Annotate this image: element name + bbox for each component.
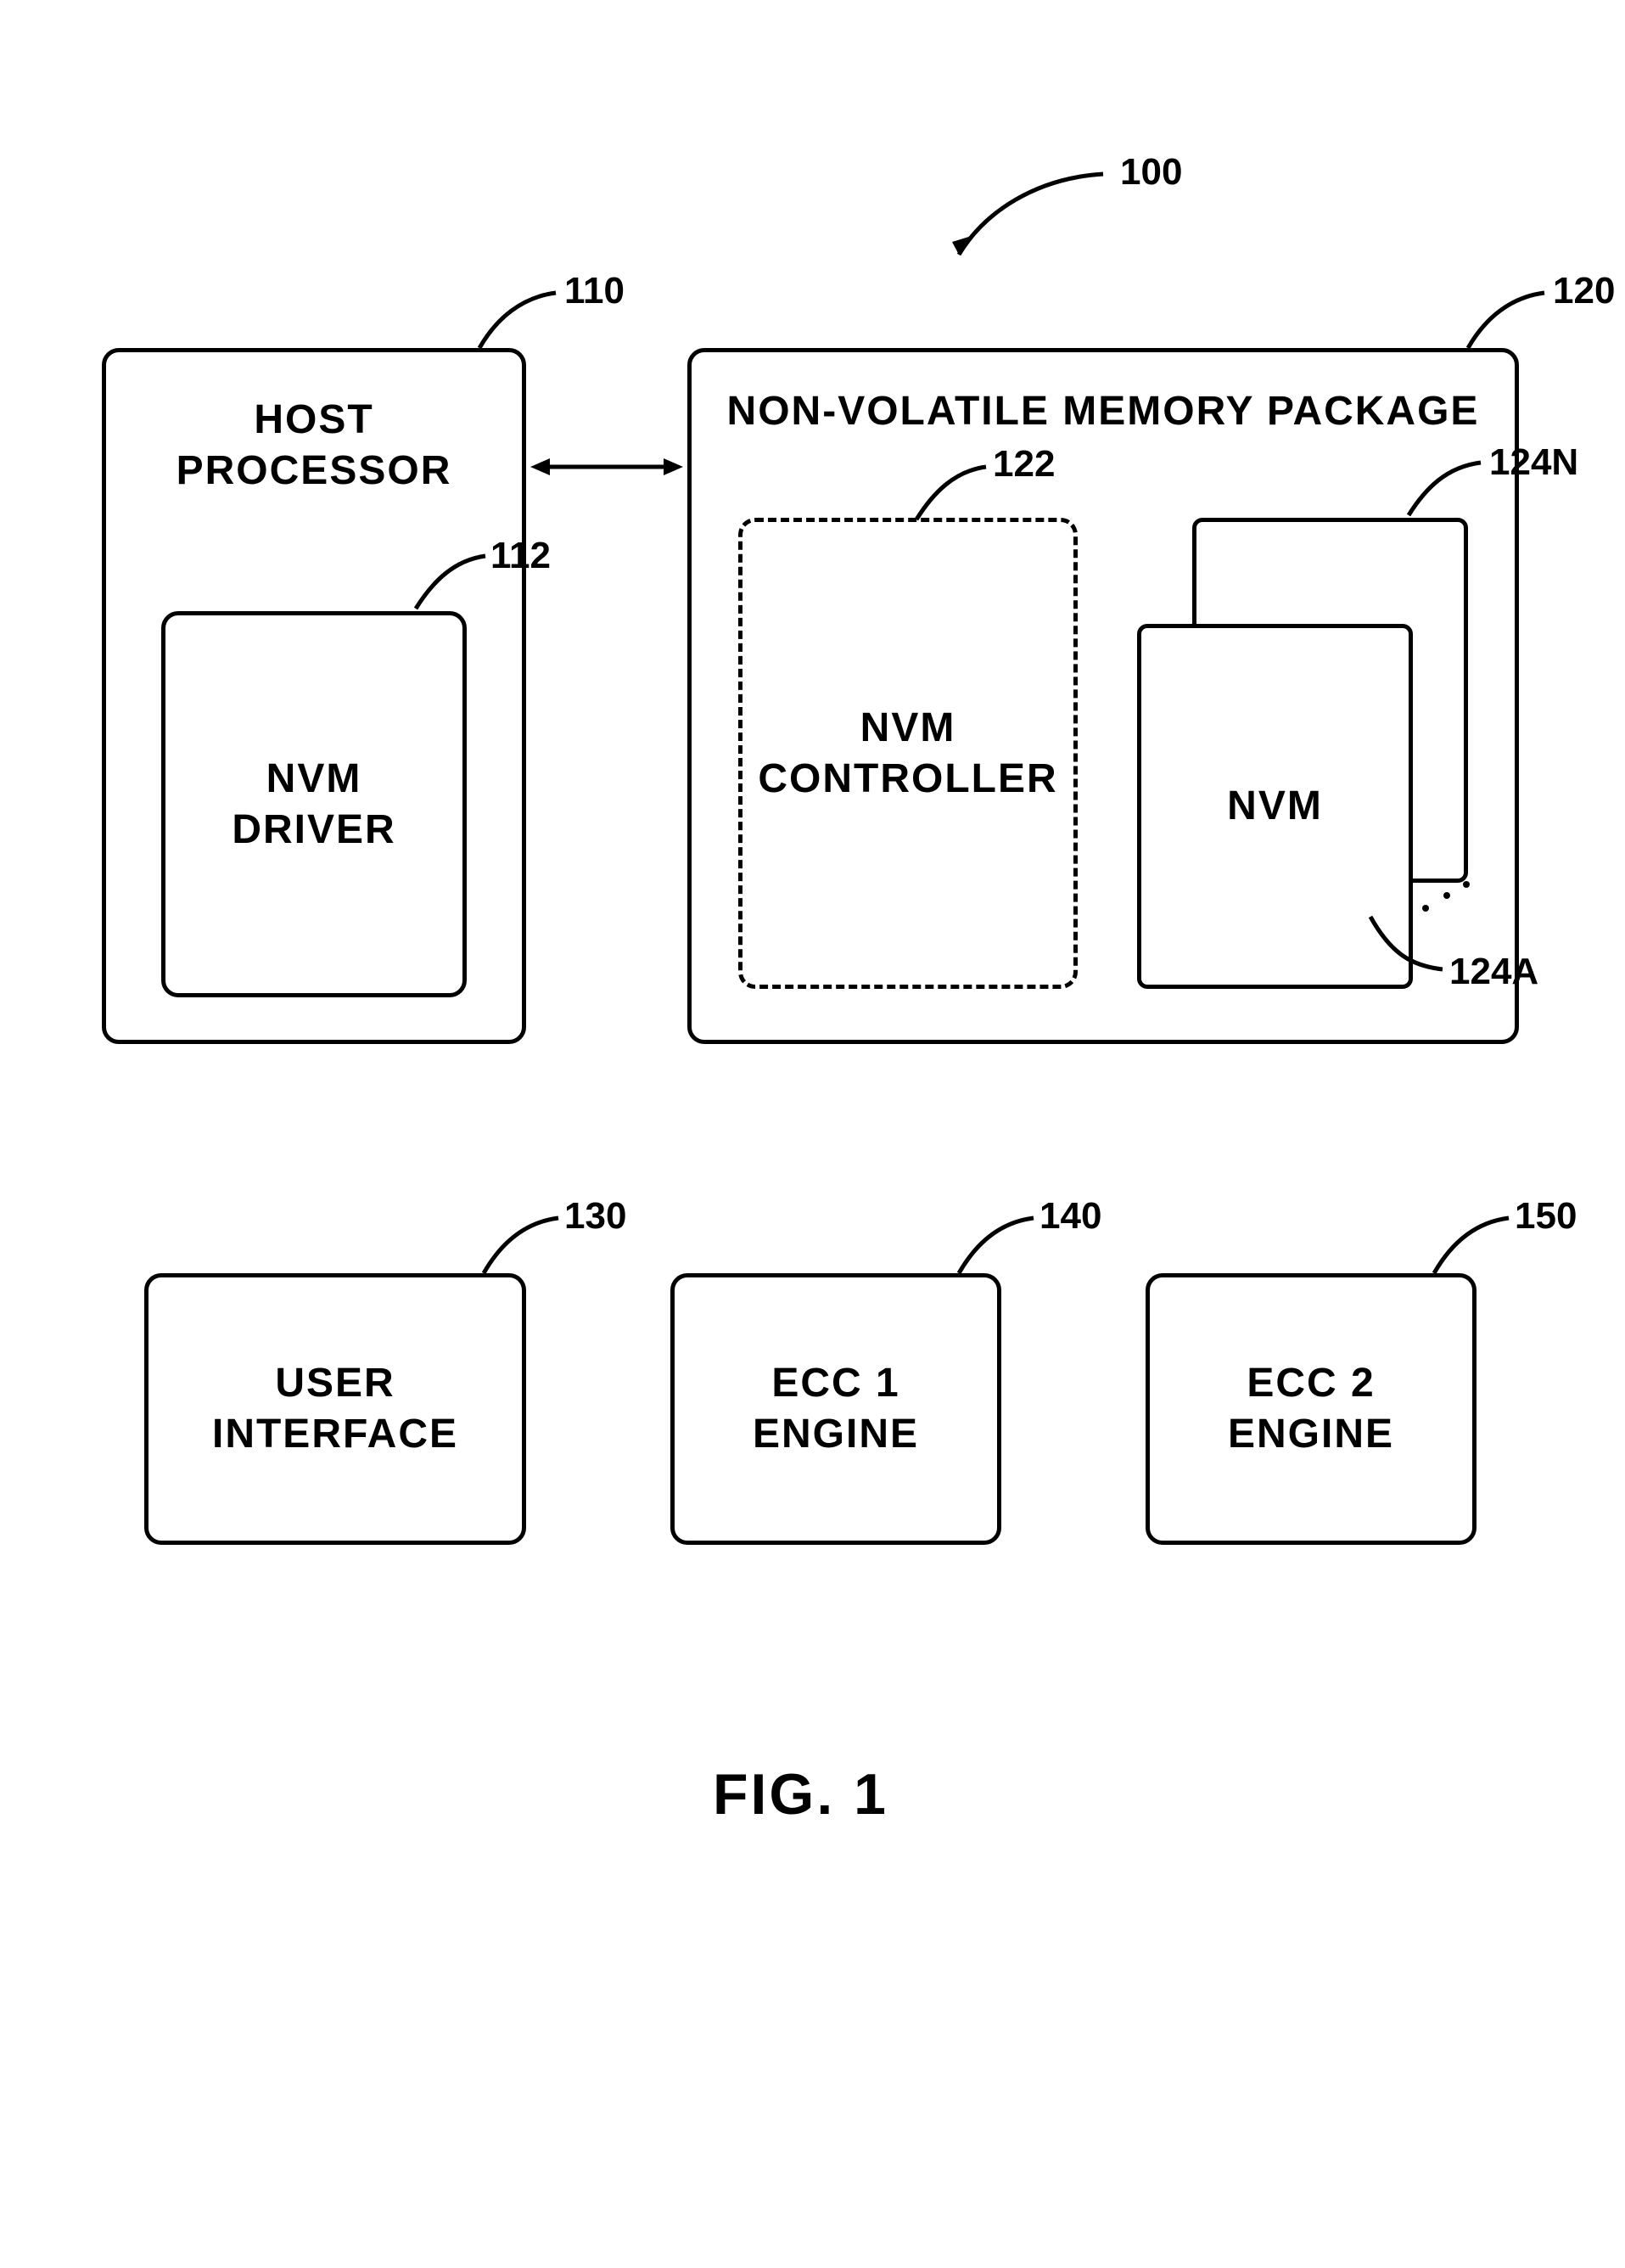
ref-140: 140 <box>1039 1195 1101 1238</box>
leader-110 <box>471 284 564 356</box>
user-interface-box: USER INTERFACE <box>144 1273 526 1545</box>
leader-124n <box>1400 454 1489 522</box>
ref-112: 112 <box>490 535 551 577</box>
nvm-controller-title: NVM CONTROLLER <box>758 703 1057 805</box>
leader-122 <box>908 458 993 526</box>
leader-124a <box>1362 908 1451 976</box>
leader-150 <box>1426 1210 1515 1282</box>
host-processor-box: HOST PROCESSOR NVM DRIVER <box>102 348 526 1044</box>
ref-130: 130 <box>564 1195 626 1238</box>
host-processor-title: HOST PROCESSOR <box>177 395 452 497</box>
ref-150: 150 <box>1515 1195 1577 1238</box>
nvm-driver-title: NVM DRIVER <box>232 754 395 856</box>
nvm-front-title: NVM <box>1227 781 1323 832</box>
ref-124n: 124N <box>1489 441 1578 484</box>
leader-120 <box>1460 284 1553 356</box>
leader-130 <box>475 1210 564 1282</box>
leader-140 <box>950 1210 1039 1282</box>
nvm-controller-box: NVM CONTROLLER <box>738 518 1078 989</box>
leader-112 <box>407 547 492 615</box>
ecc2-box: ECC 2 ENGINE <box>1146 1273 1477 1545</box>
ref-120: 120 <box>1553 270 1615 312</box>
ecc2-title: ECC 2 ENGINE <box>1228 1358 1394 1460</box>
ecc1-title: ECC 1 ENGINE <box>753 1358 919 1460</box>
ref-122: 122 <box>993 443 1055 486</box>
ref-110: 110 <box>564 270 625 312</box>
ref-124a: 124A <box>1449 951 1538 993</box>
leader-100 <box>950 161 1120 263</box>
ref-100: 100 <box>1120 151 1182 194</box>
nvm-driver-box: NVM DRIVER <box>161 611 467 997</box>
figure-caption: FIG. 1 <box>713 1761 888 1827</box>
arrow-host-nvmp <box>526 450 687 484</box>
nvmp-title: NON-VOLATILE MEMORY PACKAGE <box>727 386 1480 437</box>
diagram-canvas: 100 HOST PROCESSOR NVM DRIVER 110 112 NO… <box>0 0 1625 2268</box>
user-interface-title: USER INTERFACE <box>212 1358 458 1460</box>
ecc1-box: ECC 1 ENGINE <box>670 1273 1001 1545</box>
